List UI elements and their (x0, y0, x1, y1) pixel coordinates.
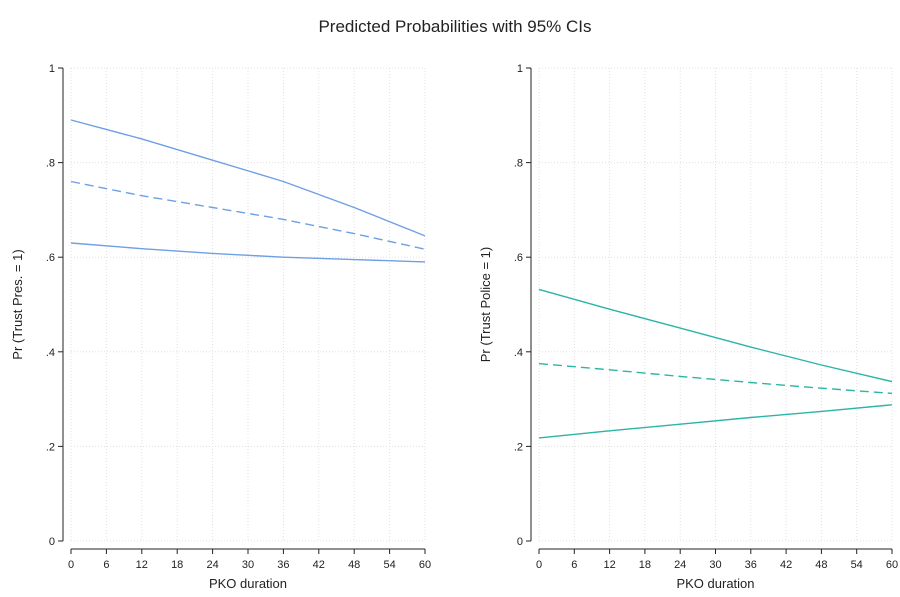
series-line-estimate (70, 180, 426, 250)
x-tick-label: 30 (709, 559, 721, 571)
x-tick-label: 12 (136, 559, 148, 571)
series-line-upper-ci (70, 119, 426, 237)
y-tick-label: 1 (49, 63, 55, 75)
x-tick-label: 18 (171, 559, 183, 571)
series-line-estimate (538, 362, 893, 395)
panel-trust-police: 0 .2 .4 .6 .8 1 0 6 12 18 24 30 36 42 48 54 60 PKO durati… (478, 63, 898, 591)
x-tick-label: 24 (206, 559, 218, 571)
x-axis-title: PKO duration (676, 576, 754, 591)
series-line-lower-ci (538, 404, 893, 439)
x-tick-label: 36 (277, 559, 289, 571)
y-tick-label: .2 (46, 441, 55, 453)
x-tick-label: 60 (419, 559, 431, 571)
x-tick-label: 18 (639, 559, 651, 571)
y-axis-title: Pr (Trust Pres. = 1) (10, 249, 25, 359)
figure-title: Predicted Probabilities with 95% CIs (318, 17, 591, 36)
x-tick-label: 54 (851, 559, 863, 571)
series-line-upper-ci (538, 288, 893, 383)
series-line-lower-ci (70, 242, 426, 263)
y-tick-label: .4 (46, 347, 55, 359)
x-tick-label: 48 (815, 559, 827, 571)
y-tick-label: .8 (514, 158, 523, 170)
y-tick-label: 0 (49, 536, 55, 548)
y-tick-label: .6 (514, 252, 523, 264)
y-tick-label: 1 (517, 63, 523, 75)
x-axis-title: PKO duration (209, 576, 287, 591)
x-tick-label: 30 (242, 559, 254, 571)
y-tick-label: .6 (46, 252, 55, 264)
y-axis-title: Pr (Trust Police = 1) (478, 247, 493, 362)
y-tick-label: .8 (46, 158, 55, 170)
x-tick-label: 0 (68, 559, 74, 571)
x-tick-label: 48 (348, 559, 360, 571)
x-tick-label: 54 (383, 559, 395, 571)
x-tick-label: 60 (886, 559, 898, 571)
x-tick-label: 36 (745, 559, 757, 571)
x-tick-label: 42 (313, 559, 325, 571)
x-tick-label: 6 (571, 559, 577, 571)
y-tick-label: .2 (514, 441, 523, 453)
x-tick-label: 6 (103, 559, 109, 571)
x-tick-label: 42 (780, 559, 792, 571)
x-tick-label: 12 (603, 559, 615, 571)
x-tick-label: 0 (536, 559, 542, 571)
x-tick-label: 24 (674, 559, 686, 571)
panel-trust-president: 0 .2 .4 .6 .8 1 0 6 12 18 24 30 36 42 48 54 60 PKO durati… (10, 63, 431, 591)
y-tick-label: 0 (517, 536, 523, 548)
y-tick-label: .4 (514, 347, 523, 359)
